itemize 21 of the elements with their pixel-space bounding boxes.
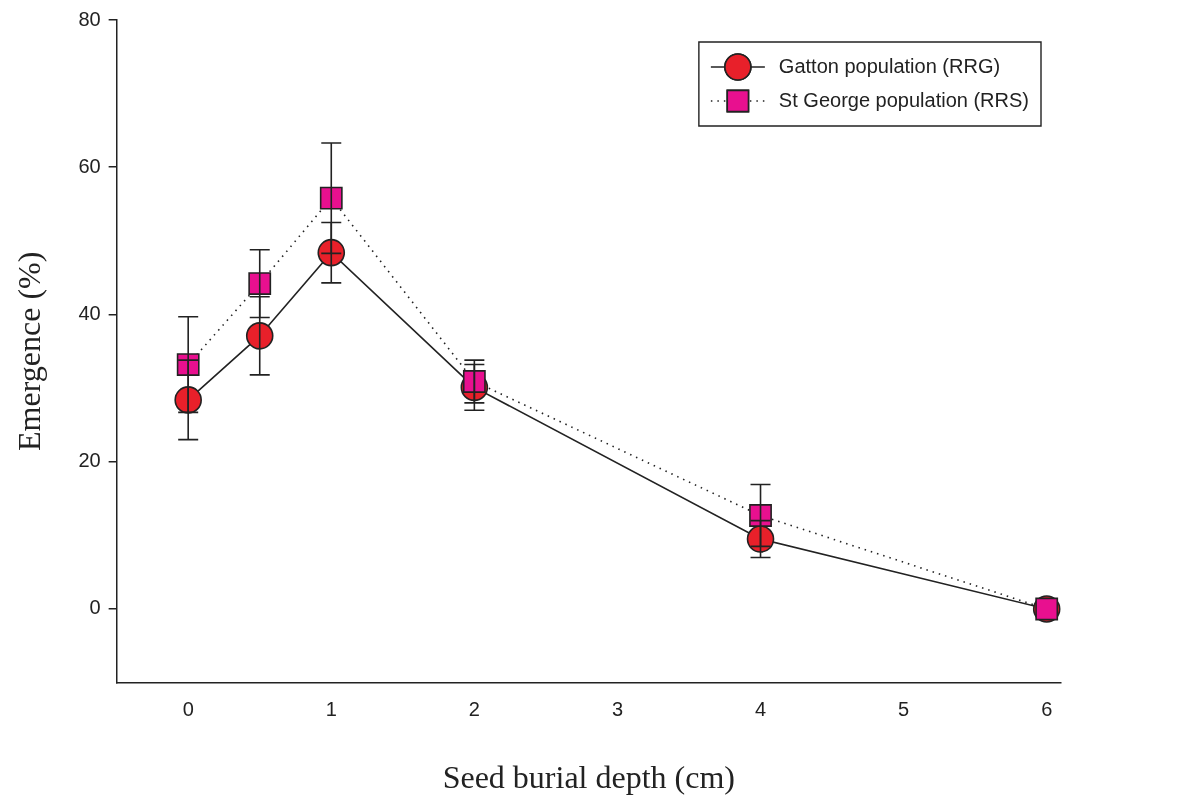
point <box>319 186 343 210</box>
x-tick-label: 4 <box>754 698 767 721</box>
y-tick-label: 40 <box>78 302 101 324</box>
x-tick-label: 0 <box>182 698 194 721</box>
x-tick-label: 1 <box>325 698 337 721</box>
point <box>749 504 772 527</box>
x-axis-title: Seed burial depth (cm) <box>442 759 735 796</box>
point <box>248 272 272 295</box>
x-tick-label: 3 <box>611 698 623 721</box>
y-tick-label: 80 <box>78 7 101 30</box>
point <box>245 322 274 350</box>
point <box>462 370 486 393</box>
y-tick-label: 20 <box>78 449 101 472</box>
legend-label: Gatton population (RRG) <box>778 54 1001 77</box>
x-tick-label: 5 <box>898 698 910 721</box>
legend-label: St George population (RRS) <box>778 88 1030 111</box>
x-tick-label: 2 <box>468 698 480 721</box>
y-axis-title: Emergence (%) <box>10 251 47 451</box>
y-tick-label: 60 <box>78 154 101 177</box>
y-tick-label: 0 <box>89 596 101 619</box>
x-tick-label: 6 <box>1041 698 1053 721</box>
